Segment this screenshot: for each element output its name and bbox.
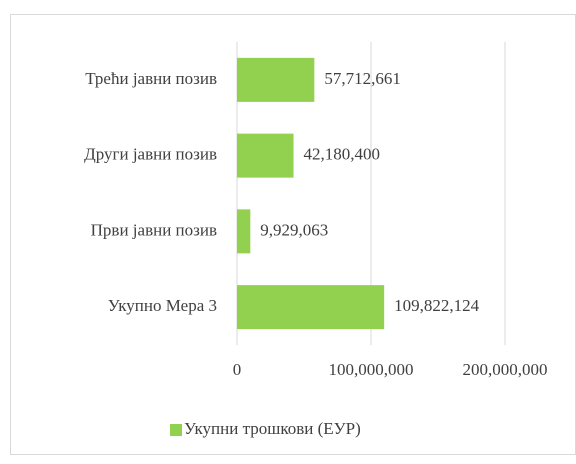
data-label: 109,822,124 bbox=[394, 296, 480, 315]
y-tick-label: Први јавни позив bbox=[91, 220, 217, 239]
data-label: 9,929,063 bbox=[260, 220, 328, 239]
x-tick-label: 100,000,000 bbox=[329, 360, 414, 379]
x-tick-label: 200,000,000 bbox=[463, 360, 548, 379]
bar bbox=[237, 209, 251, 254]
data-label: 57,712,661 bbox=[324, 69, 401, 88]
bar bbox=[237, 133, 294, 178]
y-tick-label: Трећи јавни позив bbox=[85, 69, 217, 88]
bar bbox=[237, 285, 385, 330]
data-label: 42,180,400 bbox=[304, 145, 381, 164]
legend-swatch bbox=[170, 424, 182, 436]
y-tick-label: Укупно Мера 3 bbox=[108, 296, 217, 315]
legend-label: Укупни трошкови (ЕУР) bbox=[184, 419, 361, 438]
bar bbox=[237, 57, 315, 102]
y-tick-label: Други јавни позив bbox=[84, 145, 217, 164]
x-tick-label: 0 bbox=[233, 360, 242, 379]
